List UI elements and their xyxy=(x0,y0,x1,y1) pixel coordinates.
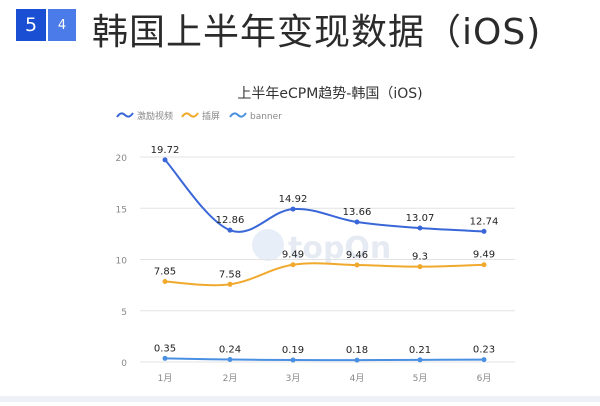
legend-label-3: banner xyxy=(250,112,282,122)
data-label-series-1: 19.72 xyxy=(151,145,180,156)
data-point-series-2 xyxy=(162,279,168,285)
x-tick-label: 3月 xyxy=(286,373,301,384)
data-point-series-1 xyxy=(417,225,423,231)
data-label-series-1: 12.74 xyxy=(470,216,499,227)
legend-swatch-2 xyxy=(181,112,199,118)
data-label-series-3: 0.21 xyxy=(409,345,431,356)
data-point-series-1 xyxy=(290,206,296,212)
legend-label-1: 激励视频 xyxy=(137,110,173,122)
data-label-series-1: 14.92 xyxy=(279,194,308,205)
data-point-series-1 xyxy=(354,219,360,225)
y-tick-label: 5 xyxy=(121,308,127,318)
data-label-series-2: 9.49 xyxy=(282,250,304,261)
data-label-series-1: 13.07 xyxy=(406,213,435,224)
data-label-series-2: 7.58 xyxy=(219,269,241,280)
series-line-1 xyxy=(164,159,485,233)
data-point-series-2 xyxy=(481,262,487,268)
y-tick-label: 0 xyxy=(121,359,127,369)
data-label-series-2: 9.46 xyxy=(346,250,368,261)
data-point-series-3 xyxy=(417,357,423,363)
data-point-series-2 xyxy=(417,264,423,270)
data-point-series-3 xyxy=(290,357,296,363)
data-point-series-2 xyxy=(227,281,233,287)
x-tick-label: 6月 xyxy=(477,373,492,384)
section-number-badge: 5 xyxy=(16,9,46,41)
data-label-series-3: 0.23 xyxy=(473,345,495,356)
watermark-logo-icon xyxy=(252,229,284,261)
chart-title: 上半年eCPM趋势-韩国（iOS) xyxy=(237,86,422,102)
data-point-series-1 xyxy=(162,157,168,163)
y-tick-label: 20 xyxy=(116,154,128,164)
page-title: 韩国上半年变现数据（iOS) xyxy=(92,12,542,53)
y-tick-label: 15 xyxy=(116,205,127,215)
data-label-series-3: 0.19 xyxy=(282,345,304,356)
data-point-series-1 xyxy=(227,227,233,233)
series-line-2 xyxy=(164,262,485,287)
data-label-series-3: 0.24 xyxy=(219,345,241,356)
data-point-series-2 xyxy=(290,262,296,268)
data-label-series-1: 12.86 xyxy=(216,215,245,226)
data-point-series-3 xyxy=(354,357,360,363)
sub-number-badge: 4 xyxy=(48,9,76,41)
data-label-series-3: 0.35 xyxy=(154,343,176,354)
data-point-series-2 xyxy=(354,262,360,268)
x-tick-label: 5月 xyxy=(413,373,428,384)
data-label-series-2: 9.3 xyxy=(412,252,428,263)
y-tick-label: 10 xyxy=(116,257,128,267)
data-point-series-3 xyxy=(481,357,487,363)
x-tick-label: 4月 xyxy=(350,373,365,384)
data-label-series-1: 13.66 xyxy=(343,207,372,218)
data-point-series-3 xyxy=(162,355,168,361)
legend-swatch-3 xyxy=(229,112,247,118)
data-label-series-2: 9.49 xyxy=(473,250,495,261)
data-label-series-2: 7.85 xyxy=(154,267,176,278)
data-label-series-3: 0.18 xyxy=(346,345,368,356)
x-tick-label: 1月 xyxy=(158,373,173,384)
series-line-3 xyxy=(164,357,485,362)
data-point-series-1 xyxy=(481,228,487,234)
data-point-series-3 xyxy=(227,357,233,363)
x-tick-label: 2月 xyxy=(223,373,238,384)
bottom-strip xyxy=(0,396,600,402)
legend-label-2: 插屏 xyxy=(202,110,220,122)
legend-swatch-1 xyxy=(116,112,134,118)
watermark-text: topOn xyxy=(288,231,391,266)
